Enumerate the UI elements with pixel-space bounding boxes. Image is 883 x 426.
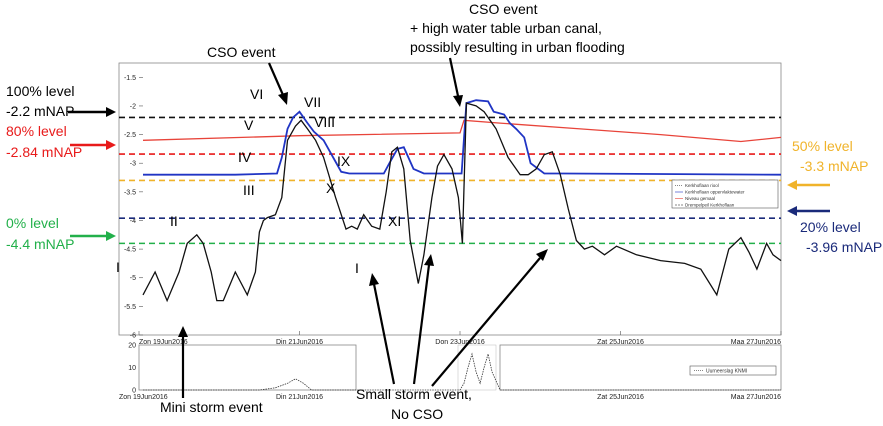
level-100-label: 100% level [6, 83, 75, 99]
level-0-value: -4.4 mNAP [6, 236, 74, 252]
small-storm-arrow3-head-icon [536, 249, 548, 261]
main-plot: -1.5 -2 -2.5 -3 -3.5 -4 -4.5 -5 -5.5 -6 Zon 19Jun… [118, 62, 782, 346]
cso-event-label: CSO event [207, 44, 276, 60]
rain-series-line [143, 352, 781, 391]
rain-y-tick-label: 0 [132, 388, 136, 395]
rain-series [143, 352, 781, 391]
level-20-value: -3.96 mNAP [806, 239, 882, 255]
cso-event2-line3: possibly resulting in urban flooding [410, 39, 625, 55]
arrow-80-head-icon [106, 140, 116, 150]
legend-entry-3: Drempelpeil Kerkhoflaan [685, 203, 735, 208]
series-line-0 [142, 119, 782, 143]
phase-label-1: I [116, 259, 120, 275]
level-80-label: 80% level [6, 123, 67, 139]
arrow-100-head-icon [106, 107, 116, 117]
y-tick-label: -2 [130, 103, 136, 110]
rain-x-ticks: Zon 19Jun2016 Din 21Jun2016 Zat 25Jun2016 M… [119, 394, 781, 401]
small-storm-arrow1-head-icon [369, 273, 379, 286]
level-50-value: -3.3 mNAP [800, 158, 868, 174]
series-lines [142, 99, 782, 303]
arrow-20-head-icon [787, 206, 797, 216]
y-tick-label: -4.5 [124, 247, 136, 254]
y-tick-label: -1.5 [124, 75, 136, 82]
y-tick-label: -3.5 [124, 189, 136, 196]
main-legend: Kerkhoflaan riool Kerkhoflaan oppervlakt… [671, 179, 779, 209]
y-tick-label: -6 [130, 333, 136, 340]
level-50-label: 50% level [792, 138, 853, 154]
main-x-ticks: Zon 19Jun2016 Din 21Jun2016 Don 23Jun2016 Z… [138, 331, 782, 346]
y-tick-label: -5 [130, 275, 136, 282]
rain-y-tick-label: 10 [128, 365, 136, 372]
event-annotations: CSO event CSO event + high water table u… [160, 1, 625, 422]
phase-label-3: III [243, 182, 255, 198]
small-storm-line2: No CSO [391, 406, 443, 422]
phase-label-10: X [326, 180, 336, 196]
rain-plot: 20 10 0 Zon 19Jun2016 Din 21Jun2016 Zat 25Ju… [119, 343, 782, 401]
cso-event2-line2: + high water table urban canal, [410, 20, 602, 36]
level-0-label: 0% level [6, 215, 59, 231]
small-storm-arrow3-icon [431, 257, 541, 387]
phase-label-6: VI [250, 86, 263, 102]
legend-entry-0: Kerkhoflaan riool [685, 183, 719, 188]
x-tick-label: Din 21Jun2016 [276, 339, 323, 346]
phase-label-4: IV [238, 149, 252, 165]
cso2-arrow-icon [448, 57, 460, 97]
main-legend-box [671, 179, 779, 209]
mini-storm-label: Mini storm event [160, 399, 263, 415]
cso2-arrow-head-icon [453, 95, 463, 107]
phase-label-12: I [355, 260, 359, 276]
series-line-2 [142, 102, 782, 303]
phase-label-7: VII [304, 94, 321, 110]
cso-arrow-icon [267, 62, 285, 96]
y-tick-label: -3 [130, 161, 136, 168]
rain-plot-frame-mid [457, 344, 497, 391]
right-annotations: 50% level -3.3 mNAP 20% level -3.96 mNAP [787, 138, 882, 255]
phase-label-8: VIII [314, 114, 335, 130]
rain-x-tick-label: Zat 25Jun2016 [597, 394, 644, 401]
y-tick-label: -4 [130, 218, 136, 225]
level-20-label: 20% level [800, 219, 861, 235]
phase-labels: I II III IV V VI VII VIII IX X XI I [116, 86, 401, 276]
rain-y-tick-label: 20 [128, 343, 136, 350]
rain-x-tick-label: Maa 27Jun2016 [731, 394, 781, 401]
series-line-1 [143, 99, 782, 176]
phase-label-11: XI [388, 213, 401, 229]
left-annotations: 100% level -2.2 mNAP 80% level -2.84 mNA… [6, 83, 116, 252]
y-tick-label: -5.5 [124, 304, 136, 311]
level-80-value: -2.84 mNAP [6, 144, 82, 160]
x-tick-label: Zat 25Jun2016 [597, 339, 644, 346]
small-storm-line1: Small storm event, [356, 386, 472, 402]
small-storm-arrow2-head-icon [424, 254, 434, 266]
rain-y-ticks: 20 10 0 [128, 343, 136, 395]
rain-legend-entry: Uurneerslag KNMI [706, 369, 747, 375]
y-tick-label: -2.5 [124, 132, 136, 139]
cso-arrow-head-icon [278, 92, 288, 105]
rain-x-tick-label: Din 21Jun2016 [276, 394, 323, 401]
level-100-value: -2.2 mNAP [6, 103, 74, 119]
mini-storm-arrow-head-icon [178, 326, 188, 337]
rain-plot-frame-left [138, 344, 357, 391]
small-storm-arrow1-icon [372, 283, 396, 385]
reference-lines [119, 116, 781, 245]
rain-x-tick-label: Zon 19Jun2016 [119, 394, 168, 401]
phase-label-5: V [244, 117, 254, 133]
legend-entry-2: Niveau gemaal [685, 196, 715, 201]
x-tick-label: Don 23Jun2016 [435, 339, 485, 346]
x-tick-label: Zon 19Jun2016 [139, 339, 188, 346]
x-tick-label: Maa 27Jun2016 [731, 339, 781, 346]
arrow-0-head-icon [106, 231, 116, 241]
phase-label-9: IX [337, 153, 351, 169]
main-y-ticks: -1.5 -2 -2.5 -3 -3.5 -4 -4.5 -5 -5.5 -6 [124, 75, 143, 340]
small-storm-arrow2-icon [412, 264, 431, 385]
legend-entry-1: Kerkhoflaan oppervlaktewater [685, 190, 745, 195]
cso-event2-line1: CSO event [469, 1, 538, 17]
arrow-50-head-icon [787, 180, 797, 190]
phase-label-2: II [170, 213, 178, 229]
rain-legend-box [689, 365, 777, 376]
